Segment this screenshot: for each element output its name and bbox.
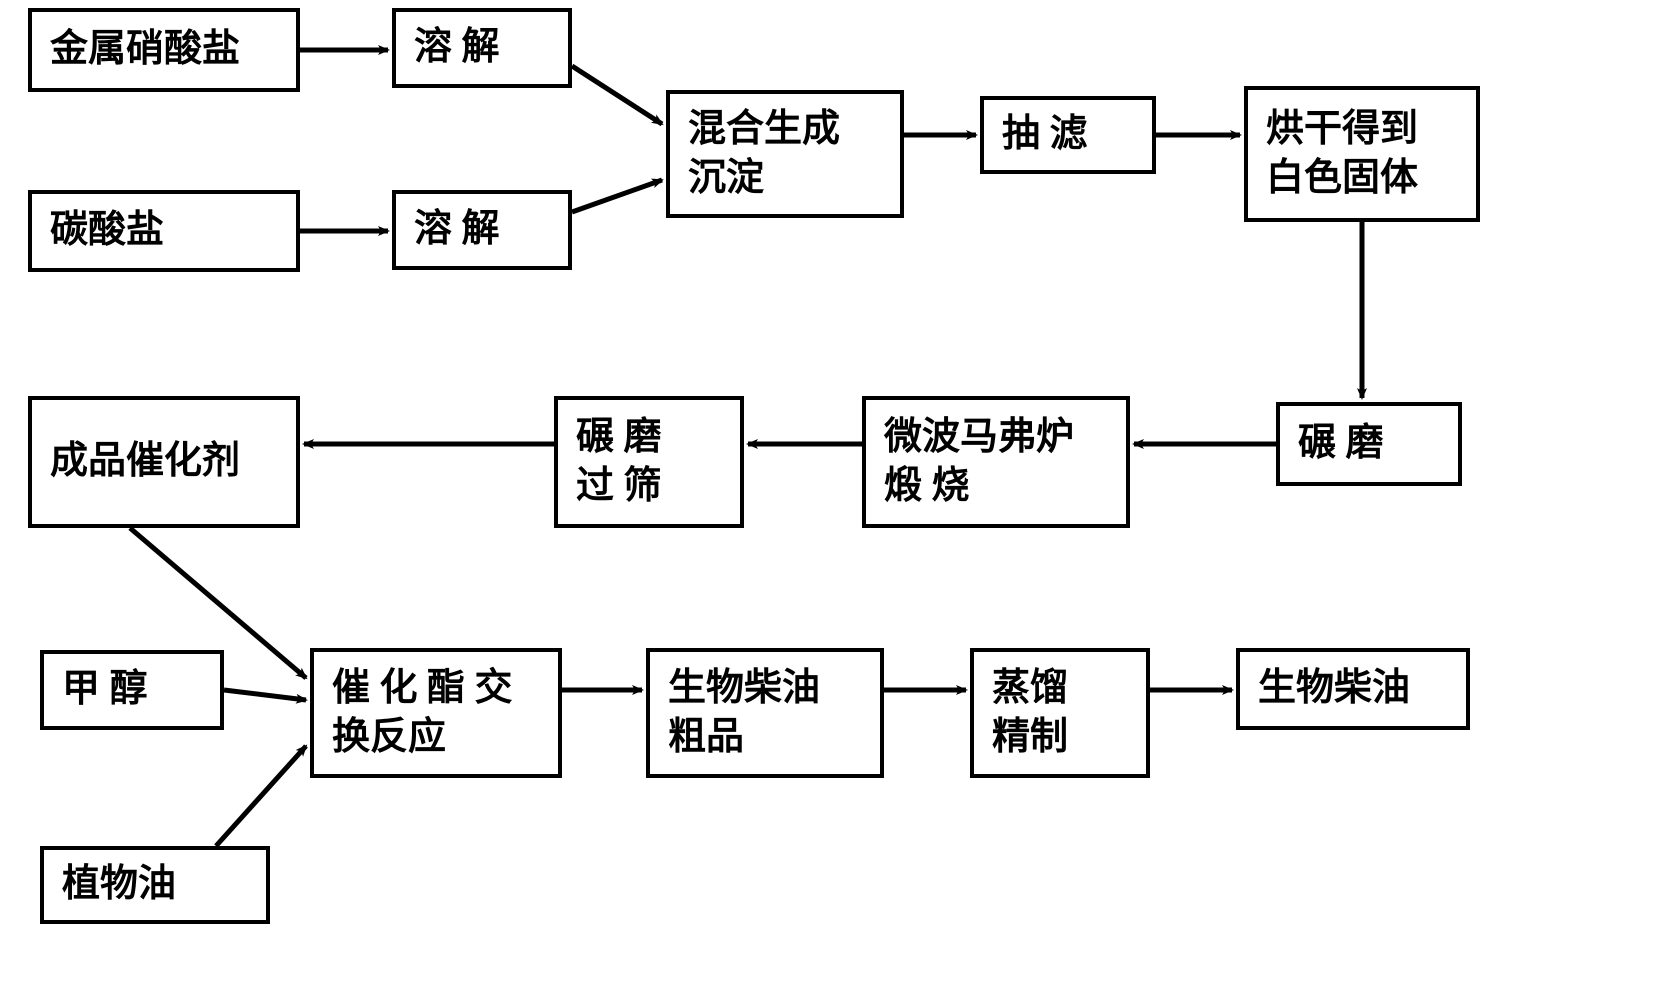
node-mix-precipitate: 混合生成 沉淀 [666, 90, 904, 218]
node-grind-1: 碾 磨 [1276, 402, 1462, 486]
node-biodiesel: 生物柴油 [1236, 648, 1470, 730]
node-grind-sieve: 碾 磨 过 筛 [554, 396, 744, 528]
node-dissolve-1: 溶 解 [392, 8, 572, 88]
node-microwave-calcine: 微波马弗炉 煅 烧 [862, 396, 1130, 528]
edge-n13-n14 [216, 746, 306, 846]
node-transesterification: 催 化 酯 交 换反应 [310, 648, 562, 778]
node-final-catalyst: 成品催化剂 [28, 396, 300, 528]
edge-n4-n5 [572, 180, 662, 212]
node-vegetable-oil: 植物油 [40, 846, 270, 924]
node-distill-refine: 蒸馏 精制 [970, 648, 1150, 778]
node-metal-nitrate: 金属硝酸盐 [28, 8, 300, 92]
node-methanol: 甲 醇 [40, 650, 224, 730]
edge-n12-n14 [224, 690, 306, 700]
node-crude-biodiesel: 生物柴油 粗品 [646, 648, 884, 778]
edge-n2-n5 [572, 66, 662, 124]
node-dry-white-solid: 烘干得到 白色固体 [1244, 86, 1480, 222]
node-dissolve-2: 溶 解 [392, 190, 572, 270]
node-filter: 抽 滤 [980, 96, 1156, 174]
node-carbonate: 碳酸盐 [28, 190, 300, 272]
